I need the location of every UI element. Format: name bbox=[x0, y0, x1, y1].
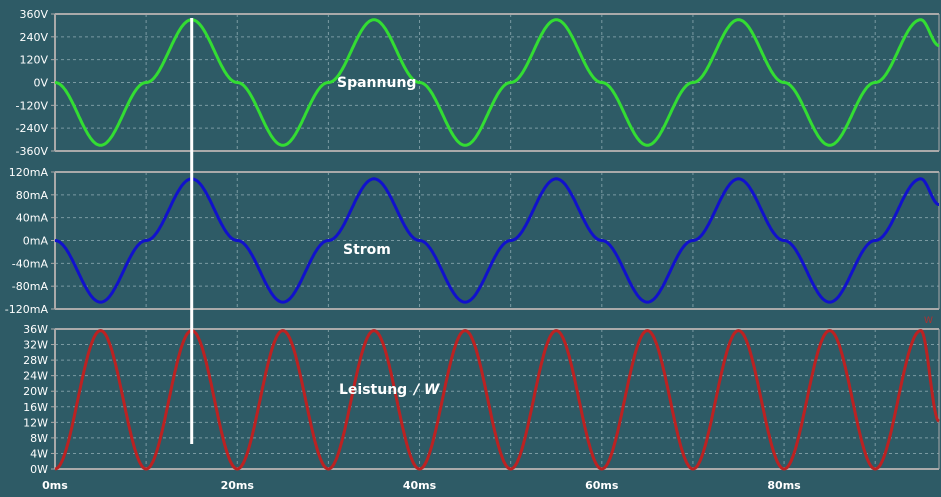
y-tick-label: 32W bbox=[23, 339, 48, 352]
x-tick-label: 20ms bbox=[221, 479, 255, 492]
y-tick-label: 12W bbox=[23, 416, 48, 429]
y-tick-label: 80mA bbox=[16, 189, 49, 202]
y-tick-label: -240V bbox=[16, 122, 49, 135]
y-tick-label: 24W bbox=[23, 370, 48, 383]
y-tick-label: 36W bbox=[23, 323, 48, 336]
y-tick-label: -80mA bbox=[12, 280, 49, 293]
y-tick-label: 8W bbox=[30, 432, 48, 445]
y-tick-label: 120V bbox=[19, 54, 48, 67]
x-tick-label: 0ms bbox=[42, 479, 68, 492]
x-tick-label: 80ms bbox=[767, 479, 801, 492]
x-tick-label: 60ms bbox=[585, 479, 619, 492]
series-layer bbox=[54, 18, 940, 471]
y-tick-label: 0V bbox=[33, 77, 48, 90]
y-tick-label: 20W bbox=[23, 385, 48, 398]
y-tick-label: 360V bbox=[19, 8, 48, 21]
y-tick-label: 40mA bbox=[16, 212, 49, 225]
y-tick-label: 240V bbox=[19, 31, 48, 44]
y-tick-label: 120mA bbox=[9, 166, 49, 179]
series-line-spannung bbox=[54, 18, 940, 147]
series-line-strom bbox=[54, 177, 940, 304]
x-tick-label: 40ms bbox=[403, 479, 437, 492]
frame-layer bbox=[51, 13, 940, 470]
y-tick-label: -360V bbox=[16, 145, 49, 158]
y-tick-label: -120mA bbox=[5, 303, 49, 316]
panel-title-strom: Strom bbox=[343, 242, 391, 258]
y-tick-label: 28W bbox=[23, 354, 48, 367]
tick-labels-layer: 360V 240V 120V 0V -120V -240V -360V 120mA 80mA 40… bbox=[5, 8, 801, 492]
panel-title-spannung: Spannung bbox=[337, 75, 416, 91]
y-tick-label: 0W bbox=[30, 463, 48, 476]
y-tick-label: -120V bbox=[16, 99, 49, 112]
series-line-leistung bbox=[54, 329, 940, 471]
y-tick-label: -40mA bbox=[12, 257, 49, 270]
panel-title-leistung: Leistung bbox=[339, 382, 407, 398]
y-tick-label: 0mA bbox=[23, 235, 49, 248]
y-tick-label: 4W bbox=[30, 447, 48, 460]
leistung-unit-label: / W bbox=[412, 382, 440, 398]
corner-tag: W bbox=[924, 316, 933, 326]
y-tick-label: 16W bbox=[23, 401, 48, 414]
